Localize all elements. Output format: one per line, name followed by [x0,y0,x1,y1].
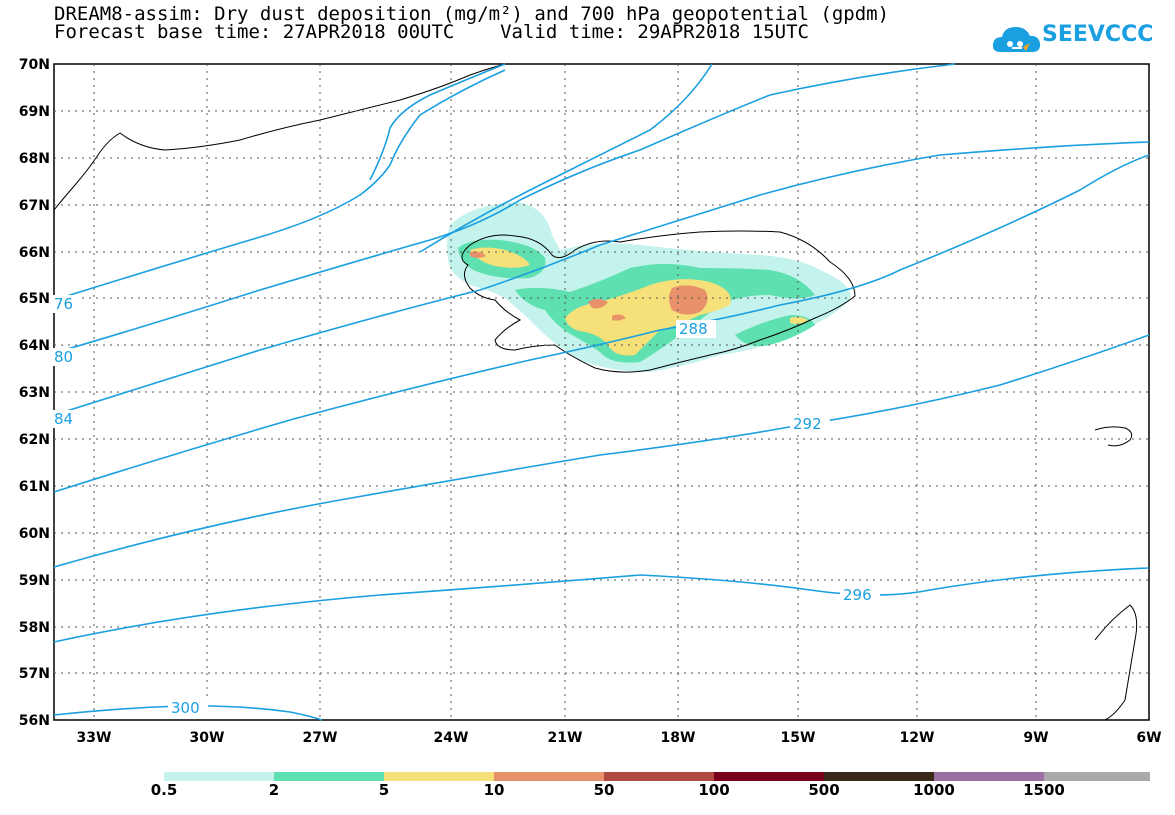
lat-label: 68N [19,151,50,167]
colorbar-swatch [494,772,604,781]
latitude-labels: 70N 69N 68N 67N 66N 65N 64N 63N 62N 61N … [19,57,50,729]
colorbar-swatch [714,772,824,781]
dust-deposition-shading [446,202,851,372]
lat-label: 65N [19,291,50,307]
lat-label: 67N [19,198,50,214]
lat-label: 60N [19,526,50,542]
colorbar-swatch [824,772,934,781]
lon-label: 27W [303,730,338,746]
colorbar-label: 1000 [913,781,955,799]
contour-label-280: 80 [54,348,73,366]
contour-label-300: 300 [171,699,200,717]
lon-label: 21W [548,730,583,746]
colorbar-label: 10 [483,781,505,799]
map-subtitle: Forecast base time: 27APR2018 00UTC Vali… [54,21,809,43]
lat-label: 61N [19,479,50,495]
lat-label: 64N [19,338,50,354]
lon-label: 12W [900,730,935,746]
lon-label: 24W [434,730,469,746]
contour-label-284: 84 [54,410,73,428]
dust-area-5b [470,247,530,268]
lat-label: 58N [19,620,50,636]
lon-label: 15W [781,730,816,746]
coast-greenland [53,63,506,211]
longitude-labels: 33W 30W 27W 24W 21W 18W 15W 12W 9W 6W [77,730,1162,746]
contour-292 [53,334,1150,568]
colorbar-label: 50 [593,781,615,799]
lat-label: 56N [19,713,50,729]
lat-label: 59N [19,573,50,589]
contour-296 [53,567,1150,643]
lat-label: 69N [19,104,50,120]
dust-area-5c [790,316,808,324]
dust-area-10b [669,285,708,315]
colorbar-label: 500 [808,781,840,799]
contour-upper-2 [419,63,713,253]
coast-scotland [1094,604,1138,721]
contour-284 [53,141,1150,416]
colorbar-swatch [274,772,384,781]
dust-area-10 [588,299,608,309]
contour-280 [53,63,956,354]
colorbar-swatch [934,772,1044,781]
contour-labels: 76 80 84 288 292 296 300 [52,295,880,717]
lat-label: 62N [19,432,50,448]
logo-text: SEEVCCC [1042,22,1154,47]
lat-label: 63N [19,385,50,401]
colorbar-label: 5 [378,781,390,799]
coastlines [53,63,1138,721]
lon-label: 6W [1136,730,1161,746]
lon-label: 9W [1023,730,1048,746]
colorbar-label: 2 [268,781,280,799]
coast-iceland [461,230,856,373]
colorbar-label: 100 [698,781,730,799]
cloud-icon [992,27,1041,52]
dust-area-10c [470,251,486,258]
contour-label-292: 292 [793,415,822,433]
contour-276 [53,69,506,301]
lat-label: 70N [19,57,50,73]
contour-300 [53,705,323,721]
colorbar-swatch [1044,772,1150,781]
lat-label: 57N [19,666,50,682]
contour-label-296: 296 [843,586,872,604]
colorbar-label: 0.5 [150,781,178,799]
coast-faroe [1094,426,1133,447]
lat-label: 66N [19,245,50,261]
map-title: DREAM8-assim: Dry dust deposition (mg/m²… [54,3,890,25]
grid-lines [54,64,1149,720]
dust-area-10d [612,314,626,321]
contour-upper-1 [369,63,506,181]
contour-label-276: 76 [54,295,73,313]
lon-label: 18W [661,730,696,746]
colorbar-label: 1500 [1023,781,1065,799]
lon-label: 30W [190,730,225,746]
colorbar-swatch [604,772,714,781]
colorbar-swatch [384,772,494,781]
lon-label: 33W [77,730,112,746]
colorbar-swatch [164,772,274,781]
contour-label-288: 288 [679,320,708,338]
